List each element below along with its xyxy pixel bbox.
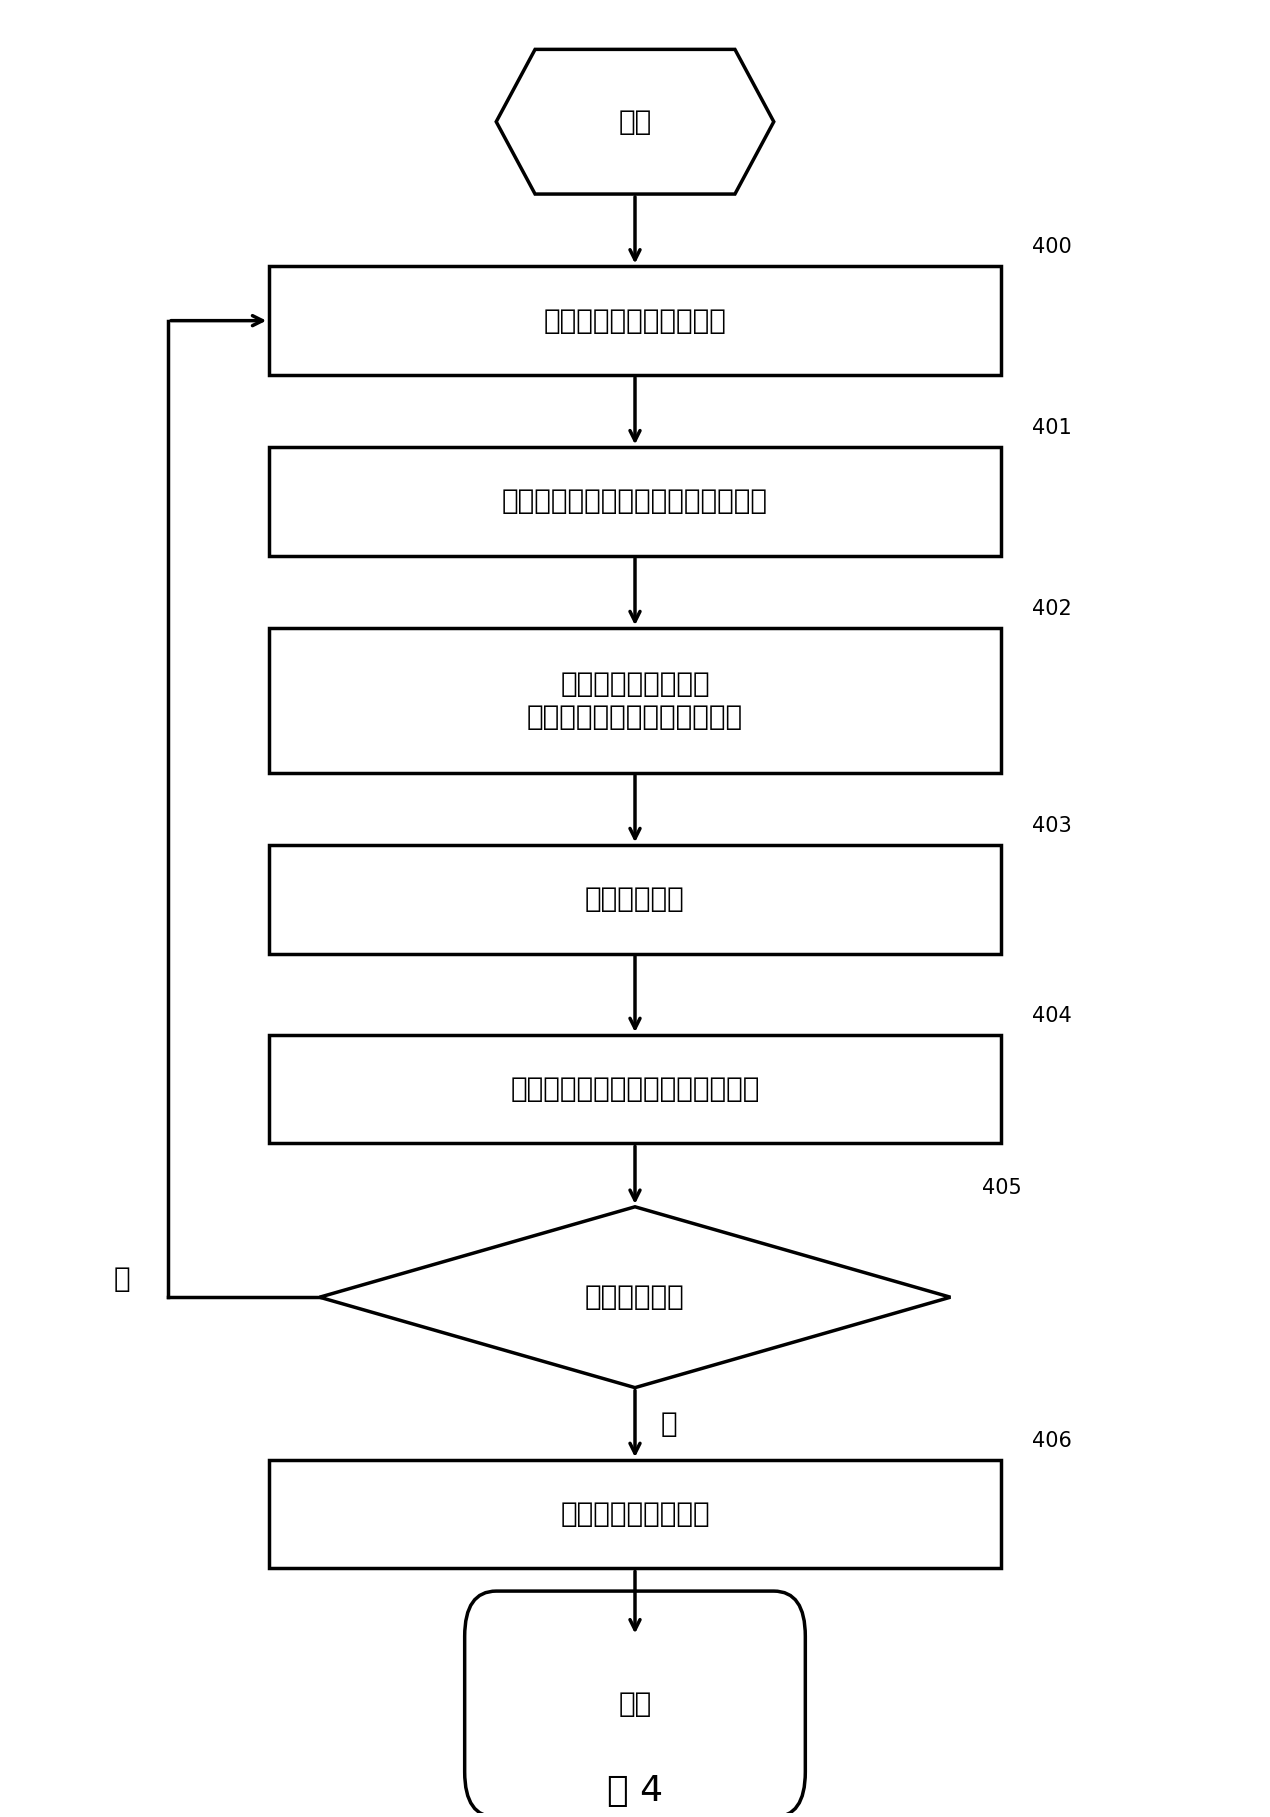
- Text: 405: 405: [982, 1177, 1021, 1197]
- Text: 401: 401: [1033, 418, 1072, 438]
- Polygon shape: [497, 49, 773, 194]
- Bar: [269, 1036, 1001, 1143]
- Text: 403: 403: [1033, 816, 1072, 836]
- Text: 404: 404: [1033, 1007, 1072, 1027]
- Text: 输出各单机物理输出电流: 输出各单机物理输出电流: [544, 307, 726, 334]
- Bar: [269, 1461, 1001, 1568]
- Text: 是: 是: [660, 1410, 677, 1437]
- Text: 作差得到误差: 作差得到误差: [585, 885, 685, 914]
- Polygon shape: [320, 1206, 950, 1388]
- Bar: [269, 267, 1001, 374]
- Text: 结束: 结束: [618, 1690, 652, 1719]
- Text: 图 4: 图 4: [607, 1773, 663, 1808]
- Text: 406: 406: [1033, 1432, 1072, 1452]
- Bar: [269, 845, 1001, 954]
- Text: 400: 400: [1033, 238, 1072, 258]
- FancyBboxPatch shape: [465, 1592, 805, 1817]
- Text: 否: 否: [114, 1265, 131, 1294]
- Text: 获取各单机物理均流
标么值和物理输出电流标么值: 获取各单机物理均流 标么值和物理输出电流标么值: [527, 670, 743, 730]
- Text: 根据误差控制各单机物理输出电流: 根据误差控制各单机物理输出电流: [511, 1076, 759, 1103]
- Text: 按各单机物理容量标么物理输出电流: 按各单机物理容量标么物理输出电流: [502, 487, 768, 516]
- Text: 开始: 开始: [618, 107, 652, 136]
- Bar: [269, 447, 1001, 556]
- Text: 402: 402: [1033, 600, 1072, 620]
- Text: 判断系统过载: 判断系统过载: [585, 1283, 685, 1312]
- Bar: [269, 629, 1001, 772]
- Text: 进行相应的切换动作: 进行相应的切换动作: [560, 1501, 710, 1528]
